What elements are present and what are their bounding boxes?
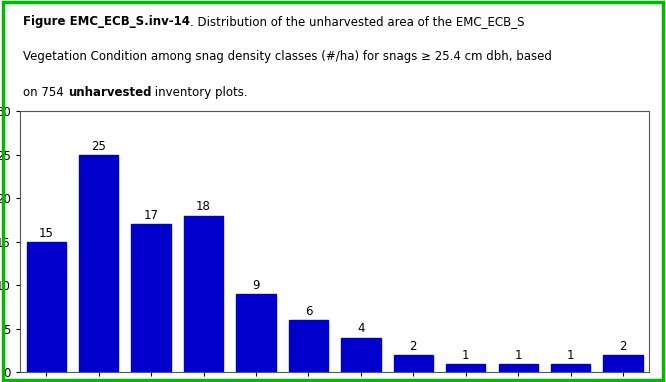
Text: 25: 25	[91, 139, 106, 152]
Bar	[603, 355, 643, 372]
Text: 1: 1	[514, 348, 522, 361]
Bar	[499, 364, 538, 372]
Text: unharvested: unharvested	[68, 86, 151, 99]
Text: 1: 1	[567, 348, 575, 361]
Text: 4: 4	[357, 322, 365, 335]
Bar	[394, 355, 433, 372]
Text: Vegetation Condition among snag density classes (#/ha) for snags ≥ 25.4 cm dbh, : Vegetation Condition among snag density …	[23, 50, 552, 63]
Text: inventory plots.: inventory plots.	[151, 86, 248, 99]
Bar	[236, 294, 276, 372]
Text: 1: 1	[462, 348, 470, 361]
Text: 2: 2	[410, 340, 417, 353]
Bar	[184, 216, 223, 372]
Text: 18: 18	[196, 201, 211, 214]
Bar	[551, 364, 590, 372]
Text: Figure EMC_ECB_S.inv-14: Figure EMC_ECB_S.inv-14	[23, 15, 190, 28]
Text: 9: 9	[252, 279, 260, 292]
Text: . Distribution of the unharvested area of the EMC_ECB_S: . Distribution of the unharvested area o…	[190, 15, 525, 28]
Bar	[446, 364, 486, 372]
Text: 6: 6	[304, 305, 312, 318]
Text: 2: 2	[619, 340, 627, 353]
Text: 15: 15	[39, 227, 54, 240]
Bar	[79, 155, 119, 372]
Bar	[289, 320, 328, 372]
Bar	[131, 224, 170, 372]
Bar	[27, 242, 66, 372]
Text: 17: 17	[144, 209, 159, 222]
Bar	[341, 338, 380, 372]
Text: on 754: on 754	[23, 86, 68, 99]
